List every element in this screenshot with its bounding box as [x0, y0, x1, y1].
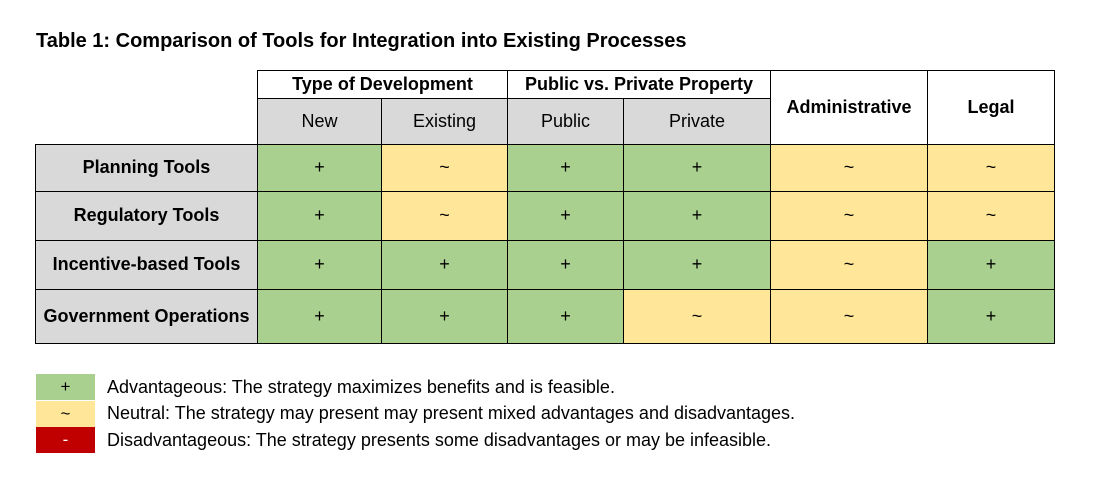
row-header: Planning Tools	[35, 144, 258, 192]
column-header-existing: Existing	[381, 98, 508, 145]
table-row: Planning Tools + ~ + + ~ ~	[35, 144, 1055, 192]
rating-cell: ~	[770, 240, 928, 290]
rating-cell: ~	[770, 289, 928, 344]
row-header: Regulatory Tools	[35, 191, 258, 241]
rating-cell: +	[927, 289, 1055, 344]
rating-cell: ~	[927, 191, 1055, 241]
table-row: Incentive-based Tools + + + + ~ +	[35, 240, 1055, 290]
group-header-property: Public vs. Private Property	[507, 70, 771, 99]
table-title: Table 1: Comparison of Tools for Integra…	[36, 30, 687, 52]
legend-text: Neutral: The strategy may present may pr…	[107, 403, 796, 424]
row-header: Incentive-based Tools	[35, 240, 258, 290]
group-header-development: Type of Development	[257, 70, 508, 99]
rating-cell: +	[507, 240, 624, 290]
column-header-new: New	[257, 98, 382, 145]
rating-cell: +	[507, 289, 624, 344]
corner-blank	[35, 70, 258, 145]
neutral-swatch: ~	[36, 400, 95, 427]
rating-cell: +	[381, 240, 508, 290]
rating-cell: +	[381, 289, 508, 344]
legend-item: + Advantageous: The strategy maximizes b…	[36, 374, 795, 401]
row-header: Government Operations	[35, 289, 258, 344]
rating-cell: +	[623, 191, 771, 241]
rating-cell: +	[257, 144, 382, 192]
column-header-public: Public	[507, 98, 624, 145]
legend: + Advantageous: The strategy maximizes b…	[36, 374, 795, 454]
legend-text: Disadvantageous: The strategy presents s…	[107, 429, 772, 450]
legend-item: ~ Neutral: The strategy may present may …	[36, 400, 796, 428]
rating-cell: +	[257, 289, 382, 344]
table-row: Government Operations + + + ~ ~ +	[35, 289, 1055, 344]
disadvantageous-swatch: -	[36, 427, 95, 454]
rating-cell: ~	[770, 191, 928, 241]
rating-cell: +	[507, 144, 624, 192]
rating-cell: ~	[927, 144, 1055, 192]
rating-cell: +	[257, 240, 382, 290]
legend-text: Advantageous: The strategy maximizes ben…	[107, 376, 615, 397]
column-header-administrative: Administrative	[770, 70, 928, 145]
table-row: Regulatory Tools + ~ + + ~ ~	[35, 191, 1055, 241]
rating-cell: ~	[381, 144, 508, 192]
advantageous-swatch: +	[36, 374, 95, 401]
rating-cell: +	[257, 191, 382, 241]
rating-cell: +	[927, 240, 1055, 290]
rating-cell: ~	[381, 191, 508, 241]
rating-cell: +	[507, 191, 624, 241]
rating-cell: ~	[770, 144, 928, 192]
column-header-private: Private	[623, 98, 771, 145]
rating-cell: +	[623, 144, 771, 192]
rating-cell: +	[623, 240, 771, 290]
column-header-legal: Legal	[927, 70, 1055, 145]
comparison-table: Type of Development Public vs. Private P…	[35, 70, 1055, 344]
rating-cell: ~	[623, 289, 771, 344]
legend-item: - Disadvantageous: The strategy presents…	[36, 427, 795, 454]
